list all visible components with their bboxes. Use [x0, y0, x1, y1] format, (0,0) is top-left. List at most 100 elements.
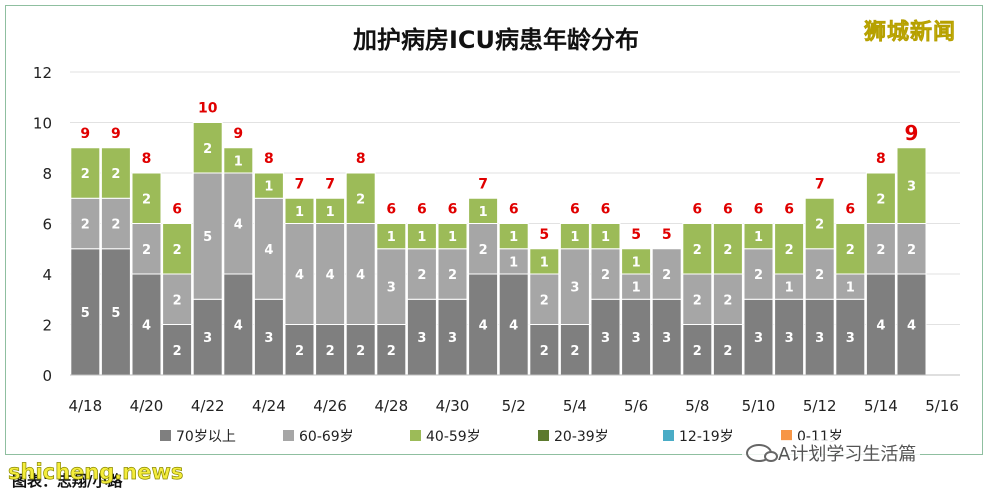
bar-segment	[590, 248, 621, 300]
segment-value-label: 1	[509, 230, 518, 245]
x-tick-label: 5/6	[624, 397, 648, 415]
segment-value-label: 2	[815, 268, 824, 283]
bar-segment	[345, 223, 376, 325]
bar-segment	[162, 273, 193, 325]
bar-segment	[131, 273, 162, 376]
total-label: 6	[417, 202, 427, 218]
segment-value-label: 4	[295, 268, 304, 283]
segment-value-label: 4	[234, 218, 243, 233]
brand-logo: 狮城新闻	[864, 20, 957, 46]
bar-segment	[712, 223, 743, 275]
segment-value-label: 5	[81, 306, 90, 321]
bar-segment	[896, 273, 927, 376]
segment-value-label: 3	[785, 331, 794, 346]
bar-segment	[406, 223, 437, 250]
total-label: 6	[509, 202, 519, 218]
legend-label: 12-19岁	[679, 429, 734, 445]
segment-value-label: 1	[479, 205, 488, 220]
legend-label: 20-39岁	[554, 429, 609, 445]
segment-value-label: 3	[448, 331, 457, 346]
wechat-account[interactable]: A计划学习生活篇	[742, 440, 921, 466]
bar-segment	[192, 172, 223, 300]
bar-segment	[682, 324, 713, 376]
segment-value-label: 4	[356, 268, 365, 283]
segment-value-label: 1	[509, 255, 518, 270]
legend-swatch	[663, 430, 674, 441]
total-label: 6	[692, 202, 702, 218]
bar-segment	[100, 147, 131, 199]
legend-swatch	[538, 430, 549, 441]
segment-value-label: 4	[264, 243, 273, 258]
bar-segment	[682, 273, 713, 325]
segment-value-label: 3	[662, 331, 671, 346]
total-label: 6	[386, 202, 396, 218]
segment-value-label: 2	[111, 167, 120, 182]
total-label: 5	[631, 227, 641, 243]
total-label: 8	[876, 151, 886, 167]
bar-segment	[253, 172, 284, 199]
bar-segment	[621, 248, 652, 275]
bar-segment	[743, 223, 774, 250]
bar-segment	[896, 147, 927, 224]
x-tick-label: 4/20	[130, 397, 164, 415]
segment-value-label: 4	[234, 319, 243, 334]
y-tick-label: 2	[42, 317, 52, 335]
segment-value-label: 5	[111, 306, 120, 321]
segment-value-label: 2	[448, 268, 457, 283]
legend-item: 20-39岁	[538, 429, 609, 445]
bar-segment	[743, 248, 774, 300]
segment-value-label: 2	[570, 344, 579, 359]
source-watermark: shicheng.news	[8, 460, 184, 485]
bar-segment	[192, 298, 223, 376]
x-tick-label: 4/18	[68, 397, 102, 415]
legend-item: 40-59岁	[410, 429, 481, 445]
wechat-account-name: A计划学习生活篇	[778, 444, 917, 465]
bar-segment	[621, 273, 652, 300]
segment-value-label: 1	[632, 281, 641, 296]
bar-segment	[529, 324, 560, 376]
total-label: 6	[172, 202, 182, 218]
segment-value-label: 2	[723, 293, 732, 308]
segment-value-label: 2	[203, 142, 212, 157]
bar-segment	[651, 298, 682, 376]
bar-segment	[865, 172, 896, 224]
bars: 5 2 2 9 5 2 2 9 4 2 2 8 2 2 2 6 3 5 2 10 4 4 1 9 3 4 1 8 2 4 1 7 2 4 1 7 2 4 2…	[70, 101, 927, 376]
total-label: 5	[539, 227, 549, 243]
segment-value-label: 1	[601, 230, 610, 245]
x-axis: 4/18 4/20 4/22 4/24 4/26 4/28 4/30 5/2 5/4 5/6 5/8…	[68, 374, 960, 415]
segment-value-label: 3	[846, 331, 855, 346]
segment-value-label: 1	[417, 230, 426, 245]
total-label: 6	[784, 202, 794, 218]
bar-segment	[468, 197, 499, 224]
segment-value-label: 2	[142, 192, 151, 207]
bar-segment	[559, 223, 590, 250]
x-tick-label: 4/30	[436, 397, 470, 415]
bar-segment	[835, 273, 866, 300]
total-label: 6	[601, 202, 611, 218]
bar-segment	[437, 223, 468, 250]
segment-value-label: 3	[907, 180, 916, 195]
legend-label: 40-59岁	[426, 429, 481, 445]
total-label: 8	[264, 151, 274, 167]
total-label: 6	[570, 202, 580, 218]
total-label: 9	[111, 126, 121, 142]
segment-value-label: 2	[173, 243, 182, 258]
total-label: 5	[662, 227, 672, 243]
segment-value-label: 3	[264, 331, 273, 346]
bar-segment	[284, 324, 315, 376]
x-tick-label: 4/24	[252, 397, 286, 415]
x-tick-label: 5/2	[502, 397, 526, 415]
bar-segment	[590, 298, 621, 376]
x-tick-label: 4/26	[313, 397, 347, 415]
legend-item: 12-19岁	[663, 429, 734, 445]
segment-value-label: 2	[815, 218, 824, 233]
bar-segment	[100, 248, 131, 376]
legend-item: 60-69岁	[283, 429, 354, 445]
segment-value-label: 2	[723, 344, 732, 359]
segment-value-label: 1	[264, 180, 273, 195]
bar-segment	[743, 298, 774, 376]
bar-segment	[590, 223, 621, 250]
bar-segment	[223, 147, 254, 174]
chart-title: 加护病房ICU病患年龄分布	[353, 26, 639, 54]
segment-value-label: 2	[693, 293, 702, 308]
